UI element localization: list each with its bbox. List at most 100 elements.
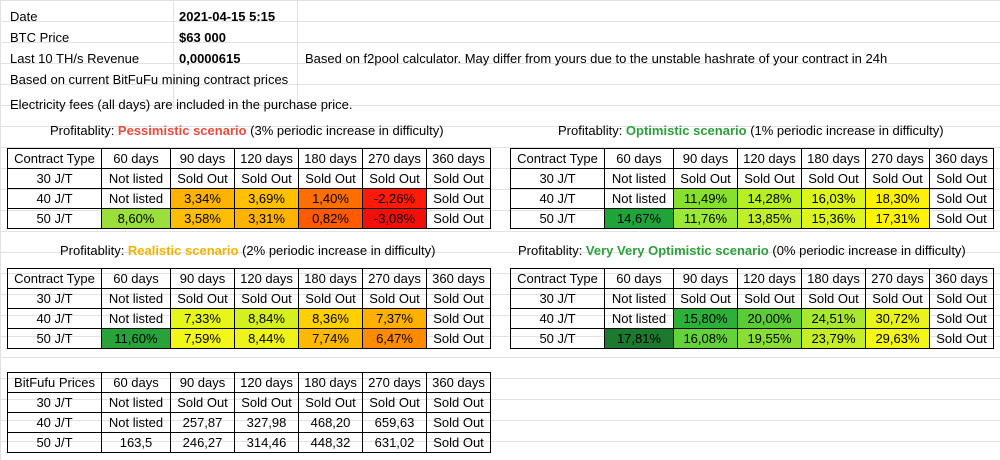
table-cell: 15,36% [801,208,866,229]
table-cell: Sold Out [298,288,363,309]
table-cell: 11,49% [673,188,738,209]
scenario-name: Very Very Optimistic scenario [585,243,769,258]
table-row: 40 J/T Not listed 3,34% 3,69% 1,40% -2,26% Sol… [7,188,491,209]
fees-note: Electricity fees (all days) are included… [10,97,353,112]
table-cell: 15,80% [673,308,738,329]
table-row: 40 J/T Not listed 11,49% 14,28% 16,03% 18,30%… [510,188,994,209]
table-header-row: Contract Type 60 days 90 days 120 days 180 d… [7,268,491,289]
sheet-column-line [297,0,298,108]
table-cell: Sold Out [801,168,866,189]
column-header: 90 days [170,148,235,169]
column-header: Contract Type [7,148,102,169]
column-header: BitFufu Prices [7,372,102,393]
title-suffix: (3% periodic increase in difficulty) [246,123,444,138]
column-header: 270 days [362,268,427,289]
table-cell: 257,87 [170,412,235,433]
title-very-optimistic: Profitablity: Very Very Optimistic scena… [518,240,966,261]
title-pessimistic: Profitablity: Pessimistic scenario (3% p… [50,120,444,141]
row-label: 30 J/T [510,288,605,309]
table-row: 30 J/T Not listed Sold Out Sold Out Sold Out… [510,288,994,309]
column-header: 180 days [801,148,866,169]
table-cell: Not listed [604,288,674,309]
table-cell: 20,00% [737,308,802,329]
table-cell: Sold Out [170,392,235,413]
table-cell: 11,76% [673,208,738,229]
table-cell: Not listed [101,392,171,413]
table-optimistic: Contract Type 60 days 90 days 120 days 180 d… [510,148,994,229]
table-bitfufu-prices: BitFufu Prices 60 days 90 days 120 days 180 … [7,372,491,453]
table-header-row: Contract Type 60 days 90 days 120 days 180 d… [510,268,994,289]
column-header: 60 days [604,268,674,289]
table-cell: 19,55% [737,328,802,349]
table-row: 30 J/T Not listed Sold Out Sold Out Sold Out… [7,288,491,309]
column-header: 90 days [673,148,738,169]
table-cell: Sold Out [801,288,866,309]
table-cell: Sold Out [426,168,491,189]
table-cell: Not listed [604,168,674,189]
table-cell: Sold Out [362,288,427,309]
table-header-row: Contract Type 60 days 90 days 120 days 180 d… [7,148,491,169]
table-cell: Sold Out [865,168,930,189]
table-cell: 7,74% [298,328,363,349]
column-header: Contract Type [510,268,605,289]
table-cell: Sold Out [170,288,235,309]
table-row: 50 J/T 11,60% 7,59% 8,44% 7,74% 6,47% Sold Out [7,328,491,349]
column-header: 90 days [673,268,738,289]
table-cell: 16,08% [673,328,738,349]
table-cell: 29,63% [865,328,930,349]
revenue-label: Last 10 TH/s Revenue [10,51,140,66]
column-header: 270 days [362,372,427,393]
column-header: 120 days [737,148,802,169]
table-cell: Sold Out [865,288,930,309]
table-cell: Sold Out [673,168,738,189]
row-label: 50 J/T [7,432,102,453]
table-cell: -2,26% [362,188,427,209]
table-cell: 0,82% [298,208,363,229]
table-cell: Sold Out [362,392,427,413]
table-row: 50 J/T 14,67% 11,76% 13,85% 15,36% 17,31% Sold… [510,208,994,229]
table-cell: Sold Out [737,288,802,309]
table-cell: 163,5 [101,432,171,453]
column-header: 360 days [426,268,491,289]
table-cell: Sold Out [929,168,994,189]
column-header: 60 days [101,372,171,393]
column-header: 60 days [101,268,171,289]
column-header: 360 days [929,268,994,289]
table-cell: Sold Out [673,288,738,309]
row-label: 40 J/T [510,308,605,329]
title-suffix: (2% periodic increase in difficulty) [238,243,436,258]
table-cell: Sold Out [298,168,363,189]
column-header: 270 days [362,148,427,169]
table-cell: Sold Out [929,288,994,309]
table-row: 30 J/T Not listed Sold Out Sold Out Sold Out… [7,168,491,189]
title-realistic: Profitablity: Realistic scenario (2% per… [60,240,436,261]
table-cell: -3,08% [362,208,427,229]
row-label: 40 J/T [7,188,102,209]
table-cell: Sold Out [929,328,994,349]
table-cell: 23,79% [801,328,866,349]
sheet-column-line [173,0,174,108]
table-cell: 7,33% [170,308,235,329]
table-cell: Sold Out [234,288,299,309]
table-cell: 631,02 [362,432,427,453]
table-row: 50 J/T 17,81% 16,08% 19,55% 23,79% 29,63% Sold… [510,328,994,349]
table-cell: 327,98 [234,412,299,433]
table-cell: 17,31% [865,208,930,229]
table-cell: Not listed [101,188,171,209]
title-suffix: (1% periodic increase in difficulty) [746,123,944,138]
scenario-name: Pessimistic scenario [117,123,247,138]
column-header: 120 days [234,268,299,289]
row-label: 40 J/T [510,188,605,209]
table-cell: 30,72% [865,308,930,329]
table-cell: Sold Out [426,188,491,209]
column-header: 120 days [234,372,299,393]
table-cell: 18,30% [865,188,930,209]
column-header: 180 days [298,372,363,393]
table-cell: 7,37% [362,308,427,329]
date-value: 2021-04-15 5:15 [179,9,276,24]
column-header: 360 days [426,148,491,169]
row-label: 50 J/T [7,328,102,349]
table-cell: 8,44% [234,328,299,349]
column-header: 120 days [737,268,802,289]
column-header: 360 days [929,148,994,169]
